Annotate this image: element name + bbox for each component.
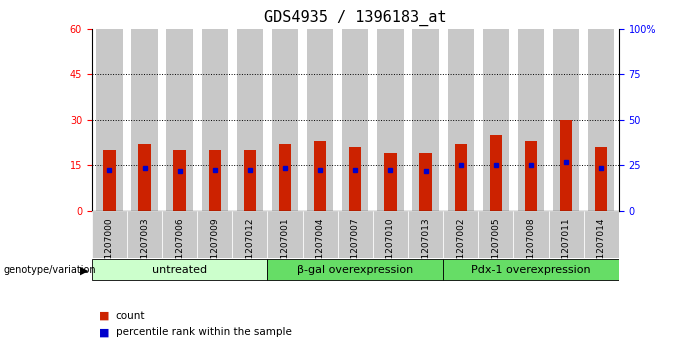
Bar <box>173 150 186 211</box>
Bar <box>233 211 267 258</box>
Text: ▶: ▶ <box>80 265 88 276</box>
Text: GSM1207002: GSM1207002 <box>456 217 465 278</box>
Bar <box>201 29 228 211</box>
Text: GSM1207006: GSM1207006 <box>175 217 184 278</box>
Bar <box>447 29 474 211</box>
Text: GSM1207011: GSM1207011 <box>562 217 571 278</box>
Bar <box>490 135 502 211</box>
Bar <box>349 147 362 211</box>
Text: count: count <box>116 311 145 321</box>
Bar <box>443 211 478 258</box>
Text: ■: ■ <box>99 327 109 337</box>
Bar <box>454 144 467 211</box>
Bar <box>92 211 127 258</box>
Bar <box>162 211 197 258</box>
Bar <box>138 144 151 211</box>
Text: GSM1207007: GSM1207007 <box>351 217 360 278</box>
Bar <box>412 29 439 211</box>
Bar <box>197 211 233 258</box>
Bar <box>92 259 267 280</box>
Bar <box>127 211 162 258</box>
Bar <box>443 259 619 280</box>
Bar <box>478 211 513 258</box>
Bar <box>267 259 443 280</box>
Bar <box>342 29 369 211</box>
Bar <box>525 141 537 211</box>
Text: ■: ■ <box>99 311 109 321</box>
Bar <box>303 211 338 258</box>
Bar <box>209 150 221 211</box>
Bar <box>560 120 573 211</box>
Bar <box>517 29 544 211</box>
Title: GDS4935 / 1396183_at: GDS4935 / 1396183_at <box>264 10 447 26</box>
Text: GSM1207008: GSM1207008 <box>526 217 535 278</box>
Bar <box>583 211 619 258</box>
Bar <box>167 29 193 211</box>
Bar <box>131 29 158 211</box>
Bar <box>314 141 326 211</box>
Text: GSM1207014: GSM1207014 <box>597 217 606 278</box>
Bar <box>549 211 583 258</box>
Text: GSM1207005: GSM1207005 <box>492 217 500 278</box>
Text: GSM1207003: GSM1207003 <box>140 217 149 278</box>
Bar <box>279 144 291 211</box>
Text: GSM1207010: GSM1207010 <box>386 217 395 278</box>
Bar <box>96 29 122 211</box>
Bar <box>483 29 509 211</box>
Text: GSM1207012: GSM1207012 <box>245 217 254 278</box>
Text: Pdx-1 overexpression: Pdx-1 overexpression <box>471 265 591 274</box>
Bar <box>267 211 303 258</box>
Bar <box>373 211 408 258</box>
Bar <box>408 211 443 258</box>
Bar <box>384 153 396 211</box>
Bar <box>307 29 333 211</box>
Bar <box>377 29 404 211</box>
Bar <box>513 211 549 258</box>
Bar <box>420 153 432 211</box>
Text: genotype/variation: genotype/variation <box>3 265 96 276</box>
Bar <box>553 29 579 211</box>
Bar <box>338 211 373 258</box>
Text: GSM1207004: GSM1207004 <box>316 217 324 278</box>
Bar <box>103 150 116 211</box>
Text: untreated: untreated <box>152 265 207 274</box>
Bar <box>243 150 256 211</box>
Bar <box>588 29 615 211</box>
Bar <box>595 147 607 211</box>
Text: percentile rank within the sample: percentile rank within the sample <box>116 327 292 337</box>
Text: GSM1207013: GSM1207013 <box>421 217 430 278</box>
Text: β-gal overexpression: β-gal overexpression <box>297 265 413 274</box>
Bar <box>272 29 299 211</box>
Text: GSM1207001: GSM1207001 <box>281 217 290 278</box>
Text: GSM1207000: GSM1207000 <box>105 217 114 278</box>
Text: GSM1207009: GSM1207009 <box>210 217 219 278</box>
Bar <box>237 29 263 211</box>
